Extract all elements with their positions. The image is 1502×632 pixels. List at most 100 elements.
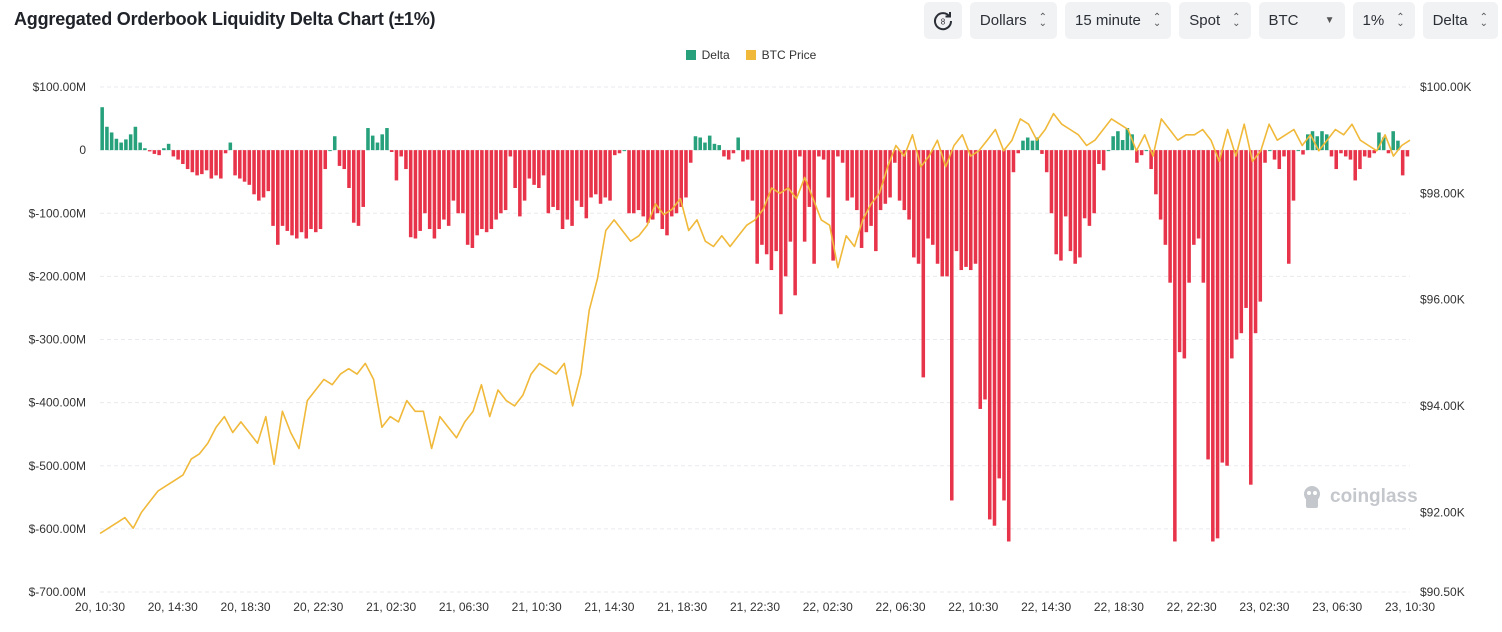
delta-bar (1116, 131, 1120, 151)
delta-bar (760, 150, 764, 245)
refresh-button[interactable]: 8 (923, 2, 962, 39)
delta-bar (304, 150, 309, 239)
y-left-tick-label: $-200.00M (29, 269, 86, 283)
delta-bar (1291, 150, 1296, 201)
delta-bar (1367, 150, 1372, 158)
delta-bar (370, 135, 375, 151)
delta-bar (437, 150, 441, 230)
delta-bar (166, 143, 171, 151)
unit-select[interactable]: Dollars ⌃ ⌄ (969, 2, 1057, 39)
delta-bar (878, 150, 883, 211)
delta-bar (480, 150, 484, 230)
delta-bar (508, 150, 513, 157)
delta-bar (1381, 137, 1386, 151)
delta-bar (162, 148, 166, 151)
delta-bar (1092, 150, 1096, 214)
delta-bar (1396, 140, 1400, 151)
delta-bar (769, 150, 774, 271)
delta-bar (679, 150, 684, 207)
delta-bar (964, 150, 968, 267)
delta-bar (1268, 150, 1272, 152)
delta-bar (703, 142, 707, 151)
delta-bar (579, 150, 584, 207)
delta-bar (646, 150, 650, 223)
delta-bar (907, 150, 911, 220)
delta-bar (617, 150, 622, 154)
y-left-tick-label: $-400.00M (29, 396, 86, 410)
range-select[interactable]: 1% ⌃ ⌄ (1352, 2, 1415, 39)
delta-bar (124, 139, 128, 151)
delta-bar (779, 150, 783, 315)
delta-bar (1230, 150, 1234, 359)
delta-bar (1192, 150, 1196, 245)
x-tick-label: 22, 22:30 (1167, 600, 1217, 614)
coin-select[interactable]: BTC ▼ (1258, 2, 1345, 39)
delta-bar (959, 150, 964, 271)
delta-bar (1101, 150, 1106, 171)
delta-bar (1044, 150, 1049, 173)
delta-bar (722, 150, 726, 157)
delta-bar (631, 150, 636, 214)
delta-bar (1258, 150, 1263, 302)
delta-bar (1177, 150, 1182, 353)
y-left-tick-label: 0 (79, 143, 86, 157)
delta-bar (1187, 150, 1191, 283)
delta-bar (1249, 150, 1253, 485)
delta-bar (318, 150, 323, 230)
y-left-tick-label: $100.00M (33, 80, 86, 94)
legend-item-delta[interactable]: Delta (685, 48, 730, 62)
interval-select[interactable]: 15 minute ⌃ ⌄ (1064, 2, 1172, 39)
delta-bar (456, 150, 460, 214)
legend-label-delta: Delta (701, 48, 730, 62)
delta-bar (1030, 140, 1035, 151)
x-tick-label: 21, 18:30 (657, 600, 707, 614)
delta-bar (522, 150, 527, 201)
delta-bar (451, 150, 456, 201)
delta-bar (257, 150, 261, 201)
delta-bar (636, 150, 641, 211)
legend-item-btc-price[interactable]: BTC Price (745, 48, 816, 62)
delta-bar (1329, 150, 1334, 157)
delta-bar (290, 150, 294, 236)
delta-bar (347, 150, 351, 188)
delta-bar (731, 150, 736, 154)
delta-bar (707, 135, 712, 151)
x-tick-label: 22, 06:30 (876, 600, 926, 614)
delta-bar (470, 150, 475, 248)
delta-bar (940, 150, 945, 277)
x-tick-label: 22, 14:30 (1021, 600, 1071, 614)
delta-bar (238, 150, 242, 179)
metric-select[interactable]: Delta ⌃ ⌄ (1422, 2, 1498, 39)
delta-bar (688, 150, 693, 163)
delta-bar (171, 150, 176, 157)
delta-bar (897, 150, 902, 201)
delta-bar (351, 150, 356, 223)
delta-bar (1253, 150, 1258, 334)
interval-select-label: 15 minute (1074, 12, 1141, 29)
delta-bar (1182, 150, 1187, 359)
delta-bar (570, 150, 574, 226)
delta-bar (622, 150, 627, 152)
delta-bar (1372, 150, 1376, 154)
delta-bar (404, 150, 408, 170)
delta-bar (1135, 150, 1139, 163)
delta-bar (840, 150, 845, 163)
updown-icon: ⌃ ⌄ (1232, 11, 1241, 29)
delta-bar (627, 150, 631, 214)
delta-bar (1244, 150, 1248, 308)
delta-bar (285, 150, 290, 231)
market-select[interactable]: Spot ⌃ ⌄ (1179, 2, 1251, 39)
delta-bar (750, 150, 755, 201)
delta-bar (1025, 137, 1030, 151)
delta-bar (143, 148, 147, 151)
delta-bar (1220, 150, 1225, 463)
delta-bar (223, 150, 228, 154)
delta-bar (864, 150, 869, 233)
delta-bar (1343, 150, 1348, 157)
delta-bar (978, 150, 983, 409)
coinglass-logo-icon (1304, 486, 1320, 508)
delta-bar (399, 150, 403, 157)
x-tick-label: 21, 10:30 (512, 600, 562, 614)
delta-bar (389, 150, 394, 153)
delta-bar (575, 150, 579, 201)
